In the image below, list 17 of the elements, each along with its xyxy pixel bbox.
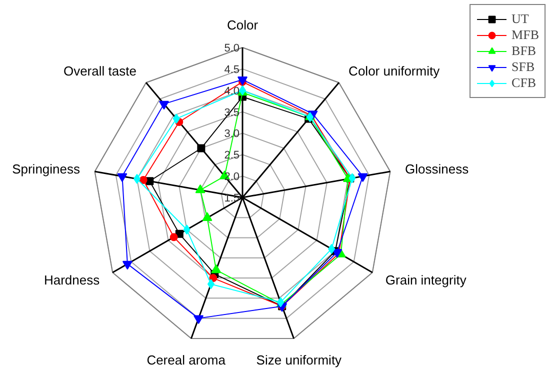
legend-label: UT [512,11,530,27]
spoke-label: Hardness [44,272,100,288]
y-tick-label: 4.5 [224,64,240,76]
spoke-label: Cereal aroma [146,352,226,368]
spoke-label: Color [226,18,259,32]
y-tick-label: 5.0 [224,42,240,54]
legend-label: BFB [512,43,536,59]
spoke-label: Springiness [12,161,81,176]
spoke-label: Color uniformity [348,64,440,79]
legend-label: MFB [512,27,539,43]
legend-label: SFB [512,59,535,75]
spoke-label: Glossiness [404,161,470,176]
legend-label: CFB [512,75,536,91]
y-tick-label: 1.5 [224,192,240,204]
spoke-label: Size uniformity [256,352,342,368]
spoke-label: Grain integrity [385,272,467,288]
spoke-label: Overall taste [63,64,136,79]
